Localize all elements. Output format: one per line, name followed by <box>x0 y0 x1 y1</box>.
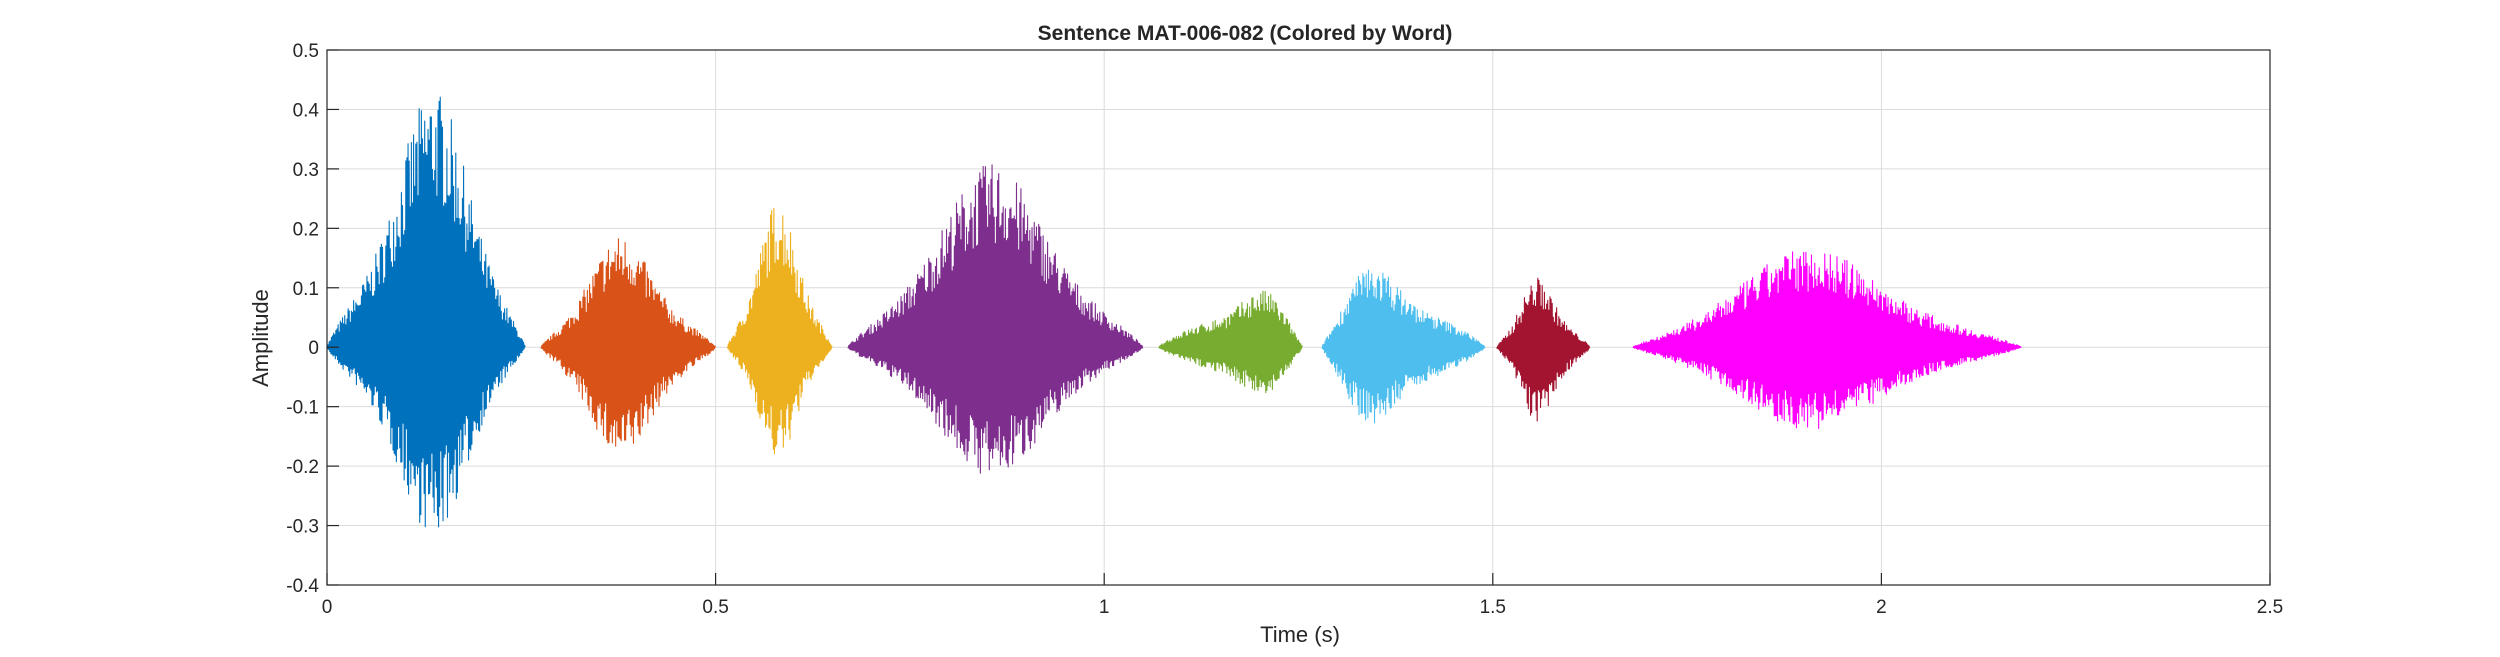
y-tick-label: 0.5 <box>293 41 319 62</box>
waveform-word-6 <box>1321 269 1486 424</box>
x-tick-label: 1 <box>1099 597 1110 618</box>
y-tick-label: -0.3 <box>286 517 319 538</box>
x-tick-label: 0.5 <box>702 597 728 618</box>
waveform-word-7 <box>1496 277 1591 422</box>
chart-title: Sentence MAT-006-082 (Colored by Word) <box>1038 22 1453 45</box>
waveform-series <box>326 96 2022 528</box>
y-tick-label: -0.1 <box>286 398 319 419</box>
plot-area-border <box>326 49 2271 586</box>
x-axis-label: Time (s) <box>1260 622 1340 647</box>
waveform-word-4 <box>847 164 1144 474</box>
y-tick-label: 0.4 <box>293 100 320 121</box>
y-tick-label: 0 <box>308 338 319 359</box>
waveform-word-8 <box>1632 251 2022 430</box>
waveform-word-5 <box>1158 290 1303 394</box>
x-tick-label: 1.5 <box>1480 597 1506 618</box>
waveform-word-1 <box>326 96 526 528</box>
y-tick-label: 0.2 <box>293 219 319 240</box>
y-tick-label: 0.3 <box>293 160 319 181</box>
axes <box>326 49 2271 586</box>
y-tick-label: -0.4 <box>286 576 319 597</box>
y-tick-label: 0.1 <box>293 279 319 300</box>
tick-labels: 0 0.5 1 1.5 2 2.5 0.5 0.4 0.3 0.2 0.1 0 -0.1 -0.2 -0.3… <box>286 41 2283 618</box>
waveform-word-2 <box>540 238 717 447</box>
x-tick-label: 0 <box>322 597 333 618</box>
y-axis-label: Amplitude <box>248 289 273 387</box>
y-tick-label: -0.2 <box>286 457 319 478</box>
waveform-word-3 <box>726 207 833 455</box>
x-tick-label: 2 <box>1876 597 1887 618</box>
x-tick-label: 2.5 <box>2257 597 2283 618</box>
